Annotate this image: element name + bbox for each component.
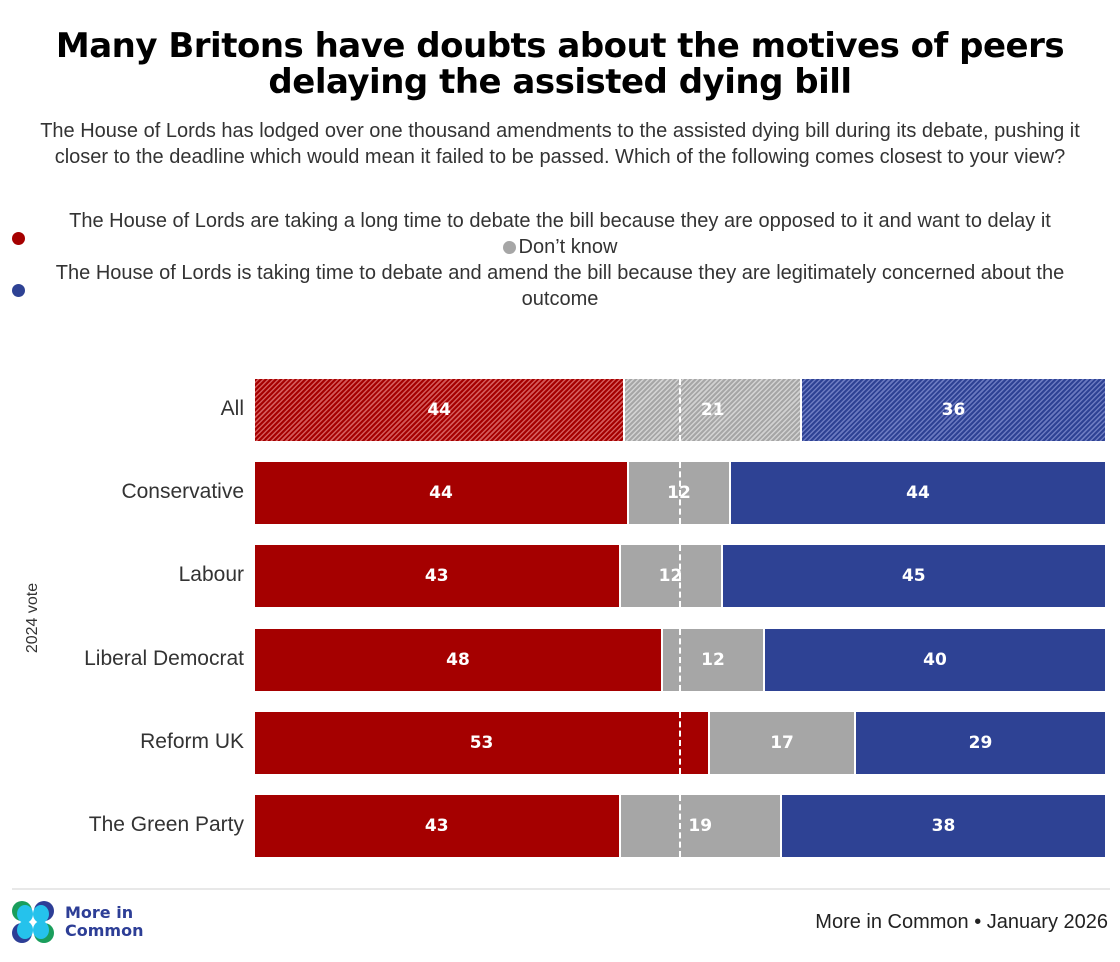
bar-segment-opposed: 43 (255, 795, 619, 857)
data-label: 44 (906, 483, 930, 504)
bar-segment-opposed: 44 (255, 462, 627, 525)
bar-segment-opposed: 44 (255, 379, 624, 441)
bar-segment-concerned: 45 (722, 545, 1105, 608)
data-label: 38 (931, 816, 956, 836)
bar-segment-concerned: 29 (856, 711, 1105, 774)
legend-item-opposed: The House of Lords are taking a long tim… (0, 208, 1120, 245)
legend-item-dont-know: Don’t know (0, 234, 1120, 260)
bar-segment-concerned: 38 (782, 795, 1105, 857)
legend-label-concerned: The House of Lords is taking time to deb… (55, 262, 1065, 310)
bar-segment-concerned: 40 (765, 628, 1105, 691)
data-label: 43 (424, 566, 449, 587)
data-label: 29 (968, 732, 993, 753)
legend-swatch-dont-know (502, 241, 516, 254)
data-label: 12 (667, 483, 691, 504)
category-label: The Green Party (88, 813, 244, 836)
midpoint-reference-line (679, 711, 681, 774)
data-label: 36 (941, 400, 966, 420)
midpoint-reference-line (679, 795, 681, 857)
category-label: All (220, 397, 244, 420)
bar-segment-concerned: 36 (802, 379, 1105, 441)
data-label: 44 (427, 400, 451, 420)
data-label: 40 (923, 649, 947, 670)
legend-label-opposed: The House of Lords are taking a long tim… (69, 210, 1051, 232)
legend-item-concerned: The House of Lords is taking time to deb… (0, 260, 1120, 312)
legend: The House of Lords are taking a long tim… (0, 208, 1120, 312)
logo-line-1: More in (65, 903, 134, 922)
bar-segment-dont-know: 12 (663, 628, 763, 691)
midpoint-reference-line (679, 628, 681, 691)
footer-divider (12, 888, 1110, 890)
category-label: Liberal Democrat (84, 646, 244, 670)
bar-segment-dont-know: 12 (620, 545, 721, 608)
data-label: 45 (901, 566, 926, 587)
logo-wordmark: More in Common (65, 904, 143, 940)
source-note: More in Common • January 2026 (815, 911, 1108, 933)
chart-title: Many Britons have doubts about the motiv… (55, 26, 1065, 102)
bar-segment-opposed: 43 (255, 545, 619, 608)
category-label: Reform UK (140, 729, 244, 753)
chart-subtitle: The House of Lords has lodged over one t… (40, 120, 1080, 168)
bar-segment-dont-know: 21 (625, 379, 801, 441)
bar-segment-dont-know: 19 (620, 795, 780, 857)
midpoint-reference-line (679, 462, 681, 525)
data-label: 19 (688, 816, 713, 836)
y-axis-title: 2024 vote (24, 582, 41, 654)
data-label: 53 (469, 732, 494, 753)
bar-segment-concerned: 44 (731, 462, 1105, 525)
bar-segment-opposed: 53 (255, 711, 709, 774)
data-label: 43 (424, 816, 449, 836)
data-label: 44 (429, 483, 453, 504)
legend-swatch-opposed (12, 232, 25, 245)
data-label: 12 (658, 566, 683, 587)
category-label: Labour (178, 563, 244, 587)
legend-swatch-concerned (12, 284, 25, 297)
more-in-common-logo-icon (12, 901, 54, 943)
bar-segment-dont-know: 17 (710, 711, 854, 774)
midpoint-reference-line (679, 545, 681, 608)
logo-line-2: Common (65, 921, 144, 940)
data-label: 21 (700, 400, 725, 420)
data-label: 48 (446, 649, 470, 670)
category-label: Conservative (121, 480, 244, 504)
legend-label-dont-know: Don’t know (518, 236, 618, 258)
bar-segment-opposed: 48 (255, 628, 661, 691)
data-label: 17 (770, 732, 794, 753)
data-label: 12 (701, 649, 725, 670)
midpoint-reference-line (679, 379, 681, 441)
